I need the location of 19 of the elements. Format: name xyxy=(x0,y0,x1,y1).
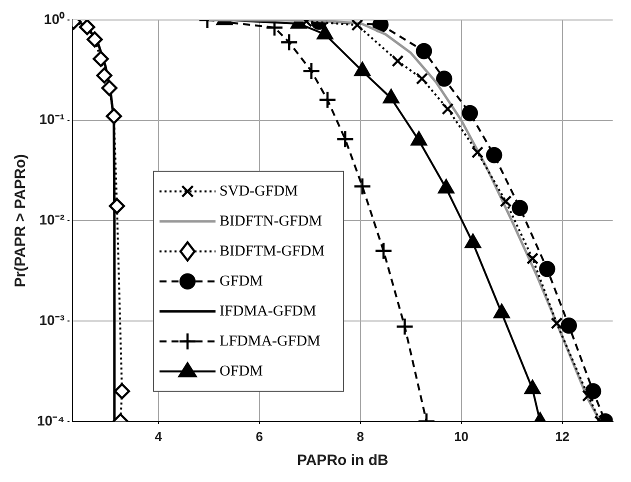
x-tick-label: 10 xyxy=(454,428,469,444)
y-tick-label: 10⁻³ xyxy=(39,312,65,328)
legend-label: BIDFTN-GFDM xyxy=(220,213,322,230)
legend-label: OFDM xyxy=(220,363,263,380)
x-tick-label: 6 xyxy=(256,428,263,444)
legend-label: LFDMA-GFDM xyxy=(220,333,320,350)
legend-label: IFDMA-GFDM xyxy=(220,303,316,320)
y-tick-label: 10⁰ xyxy=(44,10,64,27)
y-tick-label: 10⁻² xyxy=(39,212,65,228)
y-tick-label: 10⁻⁴ xyxy=(36,412,65,428)
legend-label: SVD-GFDM xyxy=(220,183,298,200)
y-tick-label: 10⁻¹ xyxy=(39,111,65,128)
y-axis-title: Pr(PAPR > PAPRo) xyxy=(12,154,30,288)
x-tick-label: 8 xyxy=(356,428,364,444)
x-tick-label: 4 xyxy=(154,428,163,444)
x-tick-label: 12 xyxy=(555,428,570,444)
x-axis-title: PAPRo in dB xyxy=(296,452,389,470)
legend-label: GFDM xyxy=(220,273,263,290)
legend-label: BIDFTM-GFDM xyxy=(220,243,325,260)
